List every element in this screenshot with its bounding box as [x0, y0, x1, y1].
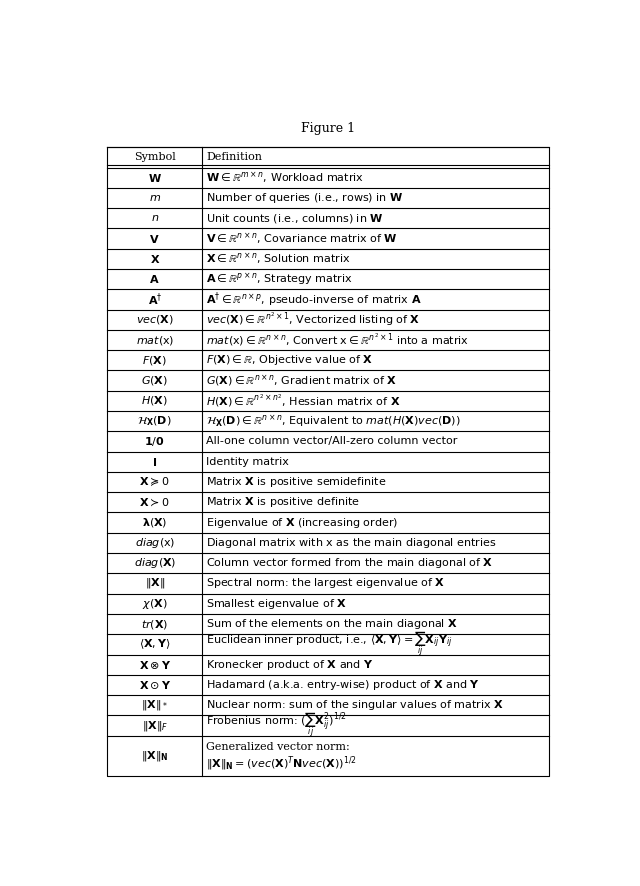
Text: $\mathbf{A} \in \mathbb{R}^{p\times n}$, Strategy matrix: $\mathbf{A} \in \mathbb{R}^{p\times n}$,… — [206, 271, 353, 287]
Text: $\mathit{mat}(\mathrm{x})$: $\mathit{mat}(\mathrm{x})$ — [136, 333, 174, 346]
Text: Nuclear norm: sum of the singular values of matrix $\mathbf{X}$: Nuclear norm: sum of the singular values… — [206, 698, 504, 712]
Text: $\|\mathbf{X}\|_*$: $\|\mathbf{X}\|_*$ — [141, 698, 168, 712]
Text: $\|\mathbf{X}\|_{\mathbf{N}} = (\mathit{vec}(\mathbf{X})^T\mathbf{N}\mathit{vec}: $\|\mathbf{X}\|_{\mathbf{N}} = (\mathit{… — [206, 755, 356, 773]
Text: $\mathbf{V} \in \mathbb{R}^{n\times n}$, Covariance matrix of $\mathbf{W}$: $\mathbf{V} \in \mathbb{R}^{n\times n}$,… — [206, 231, 398, 246]
Text: $\mathcal{H}_{\mathbf{X}}(\mathbf{D})$: $\mathcal{H}_{\mathbf{X}}(\mathbf{D})$ — [138, 415, 172, 428]
Text: $H(\mathbf{X})$: $H(\mathbf{X})$ — [141, 394, 168, 408]
Text: Frobenius norm: $(\sum_{ij}\mathbf{X}_{ij}^2)^{1/2}$: Frobenius norm: $(\sum_{ij}\mathbf{X}_{i… — [206, 711, 347, 740]
Text: $\mathbf{X}\succeq 0$: $\mathbf{X}\succeq 0$ — [140, 476, 170, 488]
Text: Sum of the elements on the main diagonal $\mathbf{X}$: Sum of the elements on the main diagonal… — [206, 617, 458, 631]
Text: $G(\mathbf{X}) \in \mathbb{R}^{n\times n}$, Gradient matrix of $\mathbf{X}$: $G(\mathbf{X}) \in \mathbb{R}^{n\times n… — [206, 373, 397, 388]
Text: Euclidean inner product, i.e., $\langle\mathbf{X},\mathbf{Y}\rangle = \sum_{ij}\: Euclidean inner product, i.e., $\langle\… — [206, 630, 452, 659]
Text: $\mathbf{X}\odot\mathbf{Y}$: $\mathbf{X}\odot\mathbf{Y}$ — [139, 679, 171, 691]
Text: $\mathbf{X}\otimes\mathbf{Y}$: $\mathbf{X}\otimes\mathbf{Y}$ — [139, 658, 171, 671]
Text: Unit counts (i.e., columns) in $\mathbf{W}$: Unit counts (i.e., columns) in $\mathbf{… — [206, 212, 384, 225]
Text: $\mathbf{X}$: $\mathbf{X}$ — [150, 253, 160, 265]
Text: $F(\mathbf{X}) \in \mathbb{R}$, Objective value of $\mathbf{X}$: $F(\mathbf{X}) \in \mathbb{R}$, Objectiv… — [206, 354, 373, 368]
Text: $\mathit{vec}(\mathbf{X}) \in \mathbb{R}^{n^2\times 1}$, Vectorized listing of $: $\mathit{vec}(\mathbf{X}) \in \mathbb{R}… — [206, 311, 420, 329]
Text: $\langle\mathbf{X},\mathbf{Y}\rangle$: $\langle\mathbf{X},\mathbf{Y}\rangle$ — [139, 638, 171, 651]
Text: Generalized vector norm:: Generalized vector norm: — [206, 742, 350, 752]
Text: Symbol: Symbol — [134, 152, 175, 162]
Text: $\mathit{diag}(\mathbf{X})$: $\mathit{diag}(\mathbf{X})$ — [134, 556, 176, 571]
Text: Hadamard (a.k.a. entry-wise) product of $\mathbf{X}$ and $\mathbf{Y}$: Hadamard (a.k.a. entry-wise) product of … — [206, 678, 480, 692]
Text: Definition: Definition — [206, 152, 262, 162]
Text: $\mathbf{1}/\mathbf{0}$: $\mathbf{1}/\mathbf{0}$ — [145, 435, 165, 448]
Text: $\mathbf{V}$: $\mathbf{V}$ — [150, 232, 160, 245]
Text: $\mathit{tr}(\mathbf{X})$: $\mathit{tr}(\mathbf{X})$ — [141, 618, 168, 631]
Text: Matrix $\mathbf{X}$ is positive semidefinite: Matrix $\mathbf{X}$ is positive semidefi… — [206, 475, 387, 489]
Text: Smallest eigenvalue of $\mathbf{X}$: Smallest eigenvalue of $\mathbf{X}$ — [206, 597, 347, 610]
Text: $G(\mathbf{X})$: $G(\mathbf{X})$ — [141, 374, 168, 387]
Text: $\mathcal{H}_{\mathbf{X}}(\mathbf{D}) \in \mathbb{R}^{n\times n}$, Equivalent to: $\mathcal{H}_{\mathbf{X}}(\mathbf{D}) \i… — [206, 413, 461, 429]
Text: $\mathbf{A}^{\dagger} \in \mathbb{R}^{n\times p}$, pseudo-inverse of matrix $\ma: $\mathbf{A}^{\dagger} \in \mathbb{R}^{n\… — [206, 290, 422, 308]
Text: Column vector formed from the main diagonal of $\mathbf{X}$: Column vector formed from the main diago… — [206, 556, 493, 571]
Text: $\mathit{mat}(\mathrm{x}) \in \mathbb{R}^{n\times n}$, Convert $\mathrm{x} \in \: $\mathit{mat}(\mathrm{x}) \in \mathbb{R}… — [206, 332, 469, 348]
Text: All-one column vector/All-zero column vector: All-one column vector/All-zero column ve… — [206, 437, 458, 447]
Text: $\chi(\mathbf{X})$: $\chi(\mathbf{X})$ — [142, 597, 168, 610]
Text: $\|\mathbf{X}\|$: $\|\mathbf{X}\|$ — [145, 577, 165, 590]
Text: $\mathbf{W} \in \mathbb{R}^{m\times n}$, Workload matrix: $\mathbf{W} \in \mathbb{R}^{m\times n}$,… — [206, 170, 364, 185]
Text: $\|\mathbf{X}\|_F$: $\|\mathbf{X}\|_F$ — [141, 719, 168, 733]
Text: Kronecker product of $\mathbf{X}$ and $\mathbf{Y}$: Kronecker product of $\mathbf{X}$ and $\… — [206, 657, 374, 672]
Text: $H(\mathbf{X}) \in \mathbb{R}^{n^2\times n^2}$, Hessian matrix of $\mathbf{X}$: $H(\mathbf{X}) \in \mathbb{R}^{n^2\times… — [206, 392, 401, 409]
Text: $\|\mathbf{X}\|_{\mathbf{N}}$: $\|\mathbf{X}\|_{\mathbf{N}}$ — [141, 749, 168, 763]
Text: $m$: $m$ — [148, 193, 161, 203]
Text: Spectral norm: the largest eigenvalue of $\mathbf{X}$: Spectral norm: the largest eigenvalue of… — [206, 577, 445, 590]
Text: $n$: $n$ — [150, 214, 159, 223]
Text: $\mathbf{X}\succ 0$: $\mathbf{X}\succ 0$ — [140, 496, 170, 509]
Text: $\mathbf{A}$: $\mathbf{A}$ — [150, 273, 160, 285]
Text: Diagonal matrix with $\mathrm{x}$ as the main diagonal entries: Diagonal matrix with $\mathrm{x}$ as the… — [206, 536, 497, 550]
Text: $\mathbf{I}$: $\mathbf{I}$ — [152, 455, 157, 468]
Text: $\mathit{vec}(\mathbf{X})$: $\mathit{vec}(\mathbf{X})$ — [136, 314, 173, 326]
Text: Number of queries (i.e., rows) in $\mathbf{W}$: Number of queries (i.e., rows) in $\math… — [206, 191, 404, 205]
Text: $F(\mathbf{X})$: $F(\mathbf{X})$ — [142, 354, 167, 367]
Text: $\boldsymbol{\lambda}(\mathbf{X})$: $\boldsymbol{\lambda}(\mathbf{X})$ — [142, 517, 168, 529]
Text: Figure 1: Figure 1 — [301, 122, 355, 135]
Text: Identity matrix: Identity matrix — [206, 457, 289, 467]
Text: Eigenvalue of $\mathbf{X}$ (increasing order): Eigenvalue of $\mathbf{X}$ (increasing o… — [206, 516, 398, 530]
Text: $\mathit{diag}(\mathrm{x})$: $\mathit{diag}(\mathrm{x})$ — [134, 536, 175, 550]
Text: Matrix $\mathbf{X}$ is positive definite: Matrix $\mathbf{X}$ is positive definite — [206, 495, 360, 509]
Text: $\mathbf{W}$: $\mathbf{W}$ — [148, 172, 162, 183]
Text: $\mathbf{X} \in \mathbb{R}^{n\times n}$, Solution matrix: $\mathbf{X} \in \mathbb{R}^{n\times n}$,… — [206, 252, 351, 267]
Text: $\mathbf{A}^{\dagger}$: $\mathbf{A}^{\dagger}$ — [147, 291, 162, 307]
